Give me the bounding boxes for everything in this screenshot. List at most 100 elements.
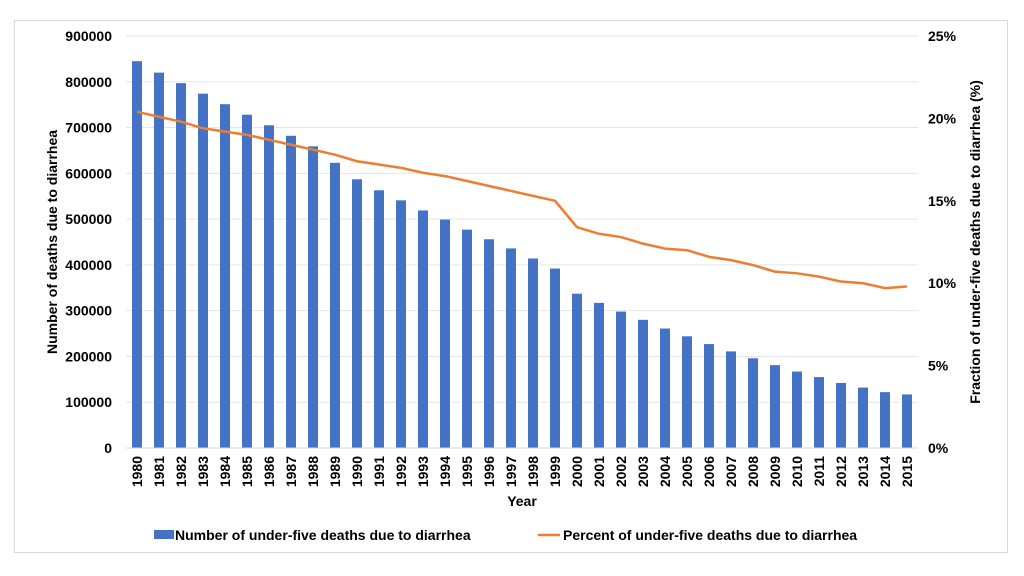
x-tick-label: 1985 [239, 456, 255, 487]
bar [242, 114, 252, 448]
x-tick-label: 1996 [481, 456, 497, 487]
bar [572, 293, 582, 448]
y-tick-label: 0 [104, 440, 112, 456]
y2-tick-label: 10% [928, 275, 957, 291]
bar [374, 190, 384, 448]
x-tick-label: 2013 [855, 456, 871, 487]
bar [836, 382, 846, 448]
y-tick-label: 100000 [65, 394, 112, 410]
x-tick-label: 1987 [283, 456, 299, 487]
x-tick-label: 2005 [679, 456, 695, 487]
bar [132, 61, 142, 449]
x-tick-label: 2001 [591, 456, 607, 487]
y-tick-label: 400000 [65, 257, 112, 273]
x-tick-label: 1999 [547, 456, 563, 487]
bar [814, 377, 824, 448]
bar [726, 351, 736, 448]
y2-tick-label: 0% [928, 440, 949, 456]
x-tick-label: 2000 [569, 456, 585, 487]
x-tick-label: 2003 [635, 456, 651, 487]
bar [264, 125, 274, 449]
y2-tick-label: 15% [928, 193, 957, 209]
bar-series [132, 61, 912, 449]
bar [880, 392, 890, 448]
line-series [136, 110, 908, 290]
y2-tick-label: 25% [928, 28, 957, 44]
bar [352, 179, 362, 449]
x-tick-label: 2006 [701, 456, 717, 487]
x-tick-label: 2015 [899, 456, 915, 487]
bar [396, 200, 406, 448]
x-tick-label: 1993 [415, 456, 431, 487]
x-tick-label: 1984 [217, 456, 233, 487]
bar [616, 311, 626, 448]
bar [440, 219, 450, 448]
x-tick-label: 1982 [173, 456, 189, 487]
x-tick-label: 1989 [327, 456, 343, 487]
bar [902, 394, 912, 448]
y-tick-label: 700000 [65, 120, 112, 136]
x-tick-label: 2010 [789, 456, 805, 487]
legend-label-line: Percent of under-five deaths due to diar… [563, 527, 857, 543]
bar [528, 258, 538, 448]
x-axis-title: Year [507, 493, 537, 509]
x-tick-label: 1991 [371, 456, 387, 487]
right-axis-ticks: 0% 5% 10% 15% 20% 25% [928, 28, 957, 456]
x-tick-label: 2008 [745, 456, 761, 487]
x-tick-label: 2007 [723, 456, 739, 487]
legend: Number of under-five deaths due to diarr… [154, 527, 857, 543]
y2-tick-label: 20% [928, 110, 957, 126]
x-tick-label: 1995 [459, 456, 475, 487]
y-tick-label: 600000 [65, 165, 112, 181]
bar [792, 371, 802, 448]
x-tick-label: 1992 [393, 456, 409, 487]
legend-label-bars: Number of under-five deaths due to diarr… [175, 527, 471, 543]
left-axis-ticks: 0 100000 200000 300000 400000 500000 600000 700… [65, 28, 112, 456]
x-tick-label: 2009 [767, 456, 783, 487]
bar [594, 302, 604, 448]
y-axis-title: Number of deaths due to diarrhea [44, 130, 60, 354]
x-tick-label: 1981 [151, 456, 167, 487]
bar [550, 268, 560, 448]
bar [770, 365, 780, 448]
gridlines [126, 35, 918, 403]
bar [330, 162, 340, 448]
bar [484, 239, 494, 448]
y2-axis-title: Fraction of under-five deaths due to dia… [967, 80, 983, 404]
x-tick-label: 1994 [437, 456, 453, 487]
x-tick-label: 1988 [305, 456, 321, 487]
y-tick-label: 300000 [65, 303, 112, 319]
bar [858, 387, 868, 448]
y-tick-label: 200000 [65, 348, 112, 364]
bar [220, 104, 230, 448]
bar [462, 229, 472, 448]
bar [682, 336, 692, 448]
y2-tick-label: 5% [928, 358, 949, 374]
y-tick-label: 500000 [65, 211, 112, 227]
y-tick-label: 800000 [65, 74, 112, 90]
bar [154, 72, 164, 448]
percent-line [136, 110, 908, 290]
bar [308, 146, 318, 448]
bar [506, 248, 516, 448]
x-tick-label: 1998 [525, 456, 541, 487]
x-tick-label: 2014 [877, 456, 893, 487]
bar [748, 358, 758, 448]
bar [418, 210, 428, 448]
bar [638, 319, 648, 448]
legend-swatch-bars [154, 530, 174, 539]
x-tick-label: 2002 [613, 456, 629, 487]
x-tick-label: 1990 [349, 456, 365, 487]
x-tick-label: 1983 [195, 456, 211, 487]
x-tick-label: 1986 [261, 456, 277, 487]
bar [198, 93, 208, 449]
bar [660, 328, 670, 448]
x-tick-label: 2012 [833, 456, 849, 487]
chart-frame [14, 20, 1008, 553]
x-axis-ticks: 1980 1981 1982 1983 1984 1985 1986 1987 1988 1989… [129, 456, 915, 487]
x-tick-label: 2011 [811, 456, 827, 487]
bar [704, 344, 714, 448]
x-tick-label: 2004 [657, 456, 673, 487]
bar [176, 83, 186, 448]
